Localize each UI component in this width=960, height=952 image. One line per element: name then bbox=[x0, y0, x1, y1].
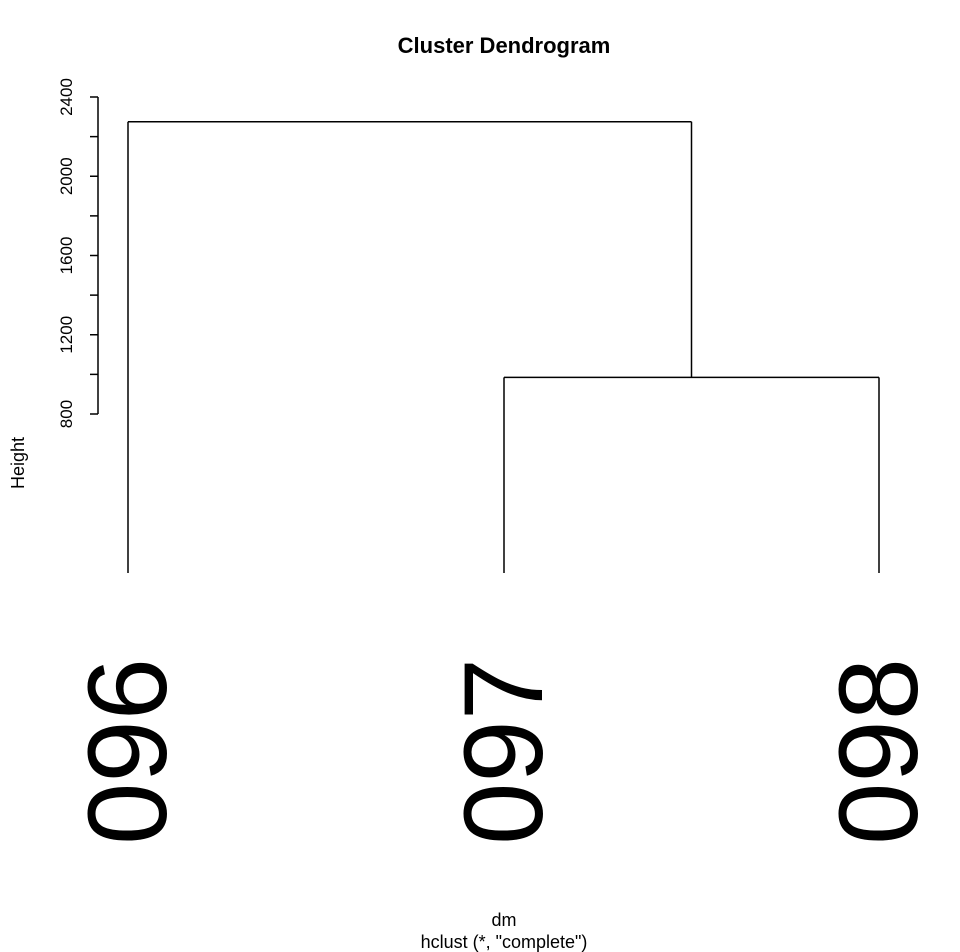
y-tick-label: 1600 bbox=[57, 237, 76, 275]
chart-title: Cluster Dendrogram bbox=[398, 33, 611, 58]
y-axis: 800 1200 1600 2000 2400 bbox=[57, 78, 99, 428]
dendrogram-tree bbox=[127, 121, 880, 573]
x-axis-label: dm bbox=[491, 910, 516, 930]
y-tick-label: 1200 bbox=[57, 316, 76, 354]
leaf-label: 097 bbox=[441, 658, 566, 845]
y-tick-label: 2000 bbox=[57, 157, 76, 195]
y-tick-label: 800 bbox=[57, 400, 76, 428]
leaf-label: 096 bbox=[65, 658, 190, 845]
leaf-labels: 096 097 098 bbox=[65, 658, 941, 845]
leaf-label: 098 bbox=[816, 658, 941, 845]
chart-subtitle: hclust (*, "complete") bbox=[421, 932, 588, 952]
y-tick-label: 2400 bbox=[57, 78, 76, 116]
y-axis-label: Height bbox=[8, 437, 28, 489]
